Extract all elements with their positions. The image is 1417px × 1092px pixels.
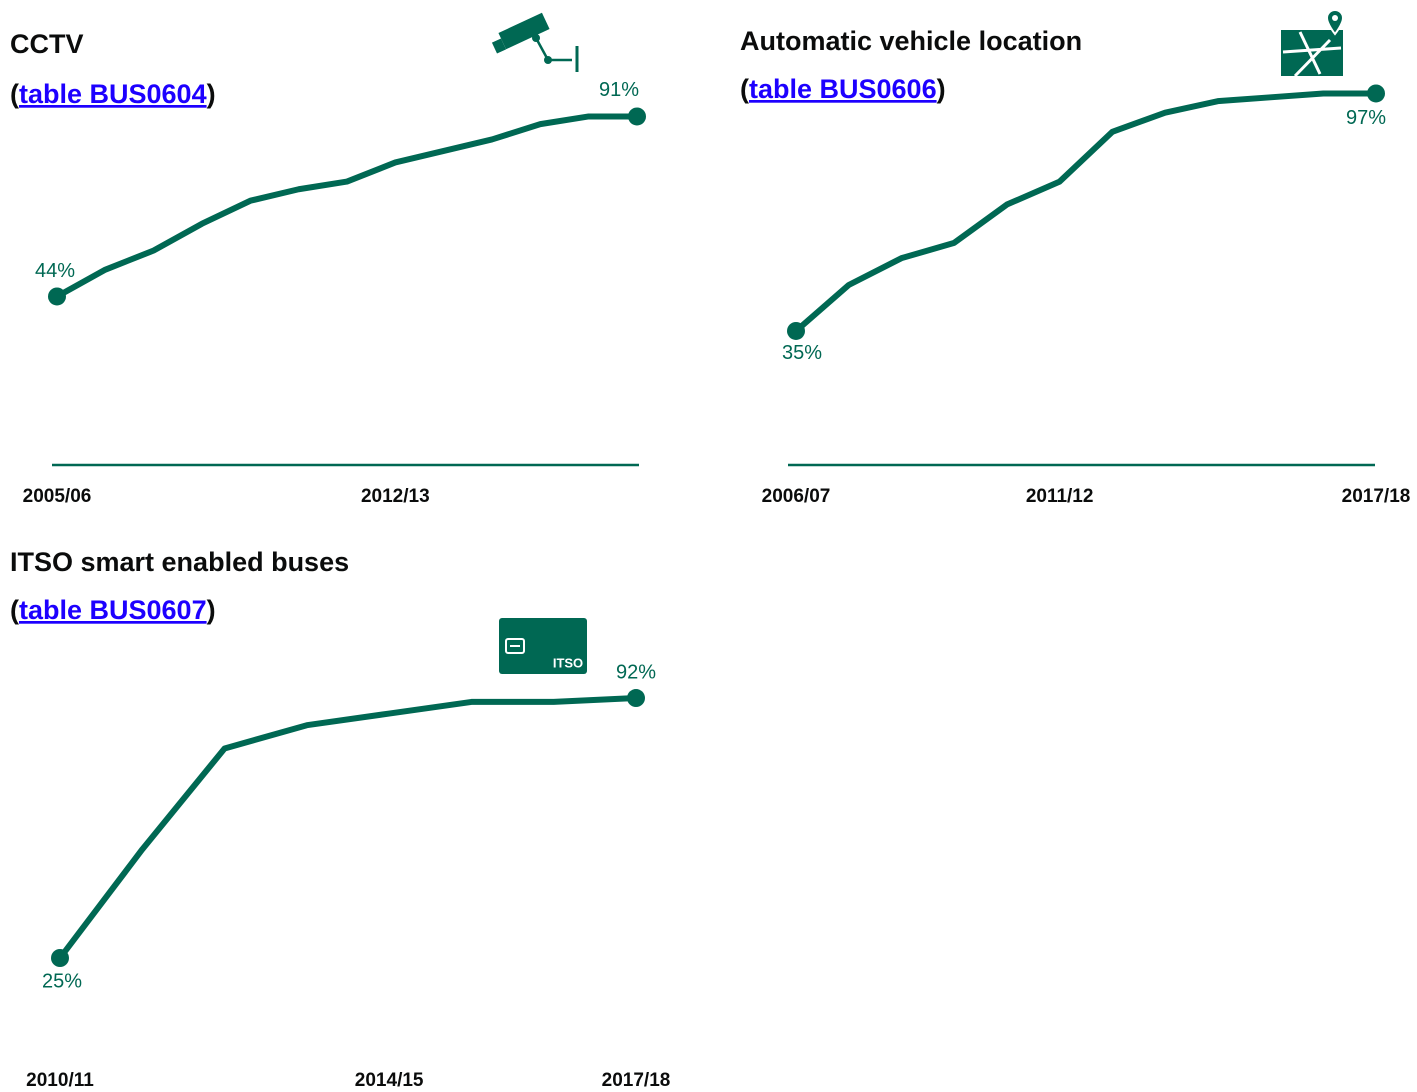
end-point: [628, 107, 646, 126]
subtitle-text: (: [10, 595, 19, 625]
x-tick-label: 2017/18: [602, 1070, 671, 1091]
x-tick-label: 2011/12: [1026, 486, 1094, 507]
map-icon: [1281, 8, 1345, 78]
chart-subtitle: (table BUS0604): [10, 79, 216, 109]
value-label: 25%: [42, 970, 82, 992]
subtitle-text: (: [740, 74, 749, 104]
chart-subtitle: (table BUS0606): [740, 74, 946, 104]
end-point: [51, 949, 69, 967]
x-tick-label: 2006/07: [762, 486, 831, 507]
value-label: 97%: [1346, 107, 1386, 129]
chart-title: ITSO smart enabled buses: [10, 547, 349, 577]
line: [55, 113, 637, 300]
x-tick-label: 2017/18: [1342, 486, 1411, 507]
end-point: [1367, 84, 1385, 103]
chart-title: Automatic vehicle location: [740, 26, 1082, 56]
x-tick-label: 2010/11: [26, 1070, 94, 1091]
card-icon: ITSO: [499, 618, 587, 674]
chart-title: CCTV: [10, 29, 84, 59]
table-link[interactable]: table BUS0606: [749, 74, 937, 104]
value-label: 91%: [599, 79, 639, 101]
subtitle-text: ): [207, 595, 216, 625]
card-label: ITSO: [553, 655, 583, 670]
x-tick-label: 2005/06: [23, 486, 92, 507]
value-label: 44%: [35, 260, 75, 282]
value-label: 92%: [616, 661, 656, 683]
line: [57, 695, 637, 960]
chart-subtitle: (table BUS0607): [10, 595, 216, 625]
cctv-icon: [491, 12, 579, 72]
subtitle-text: (: [10, 79, 19, 109]
subtitle-text: ): [207, 79, 216, 109]
subtitle-text: ): [937, 74, 946, 104]
x-tick-label: 2014/15: [355, 1070, 424, 1091]
table-link[interactable]: table BUS0604: [19, 79, 207, 109]
end-point: [787, 321, 805, 340]
value-label: 35%: [782, 342, 822, 364]
table-link[interactable]: table BUS0607: [19, 595, 207, 625]
end-point: [48, 287, 66, 306]
line: [794, 90, 1376, 334]
x-tick-label: 2012/13: [361, 486, 430, 507]
end-point: [627, 689, 645, 708]
